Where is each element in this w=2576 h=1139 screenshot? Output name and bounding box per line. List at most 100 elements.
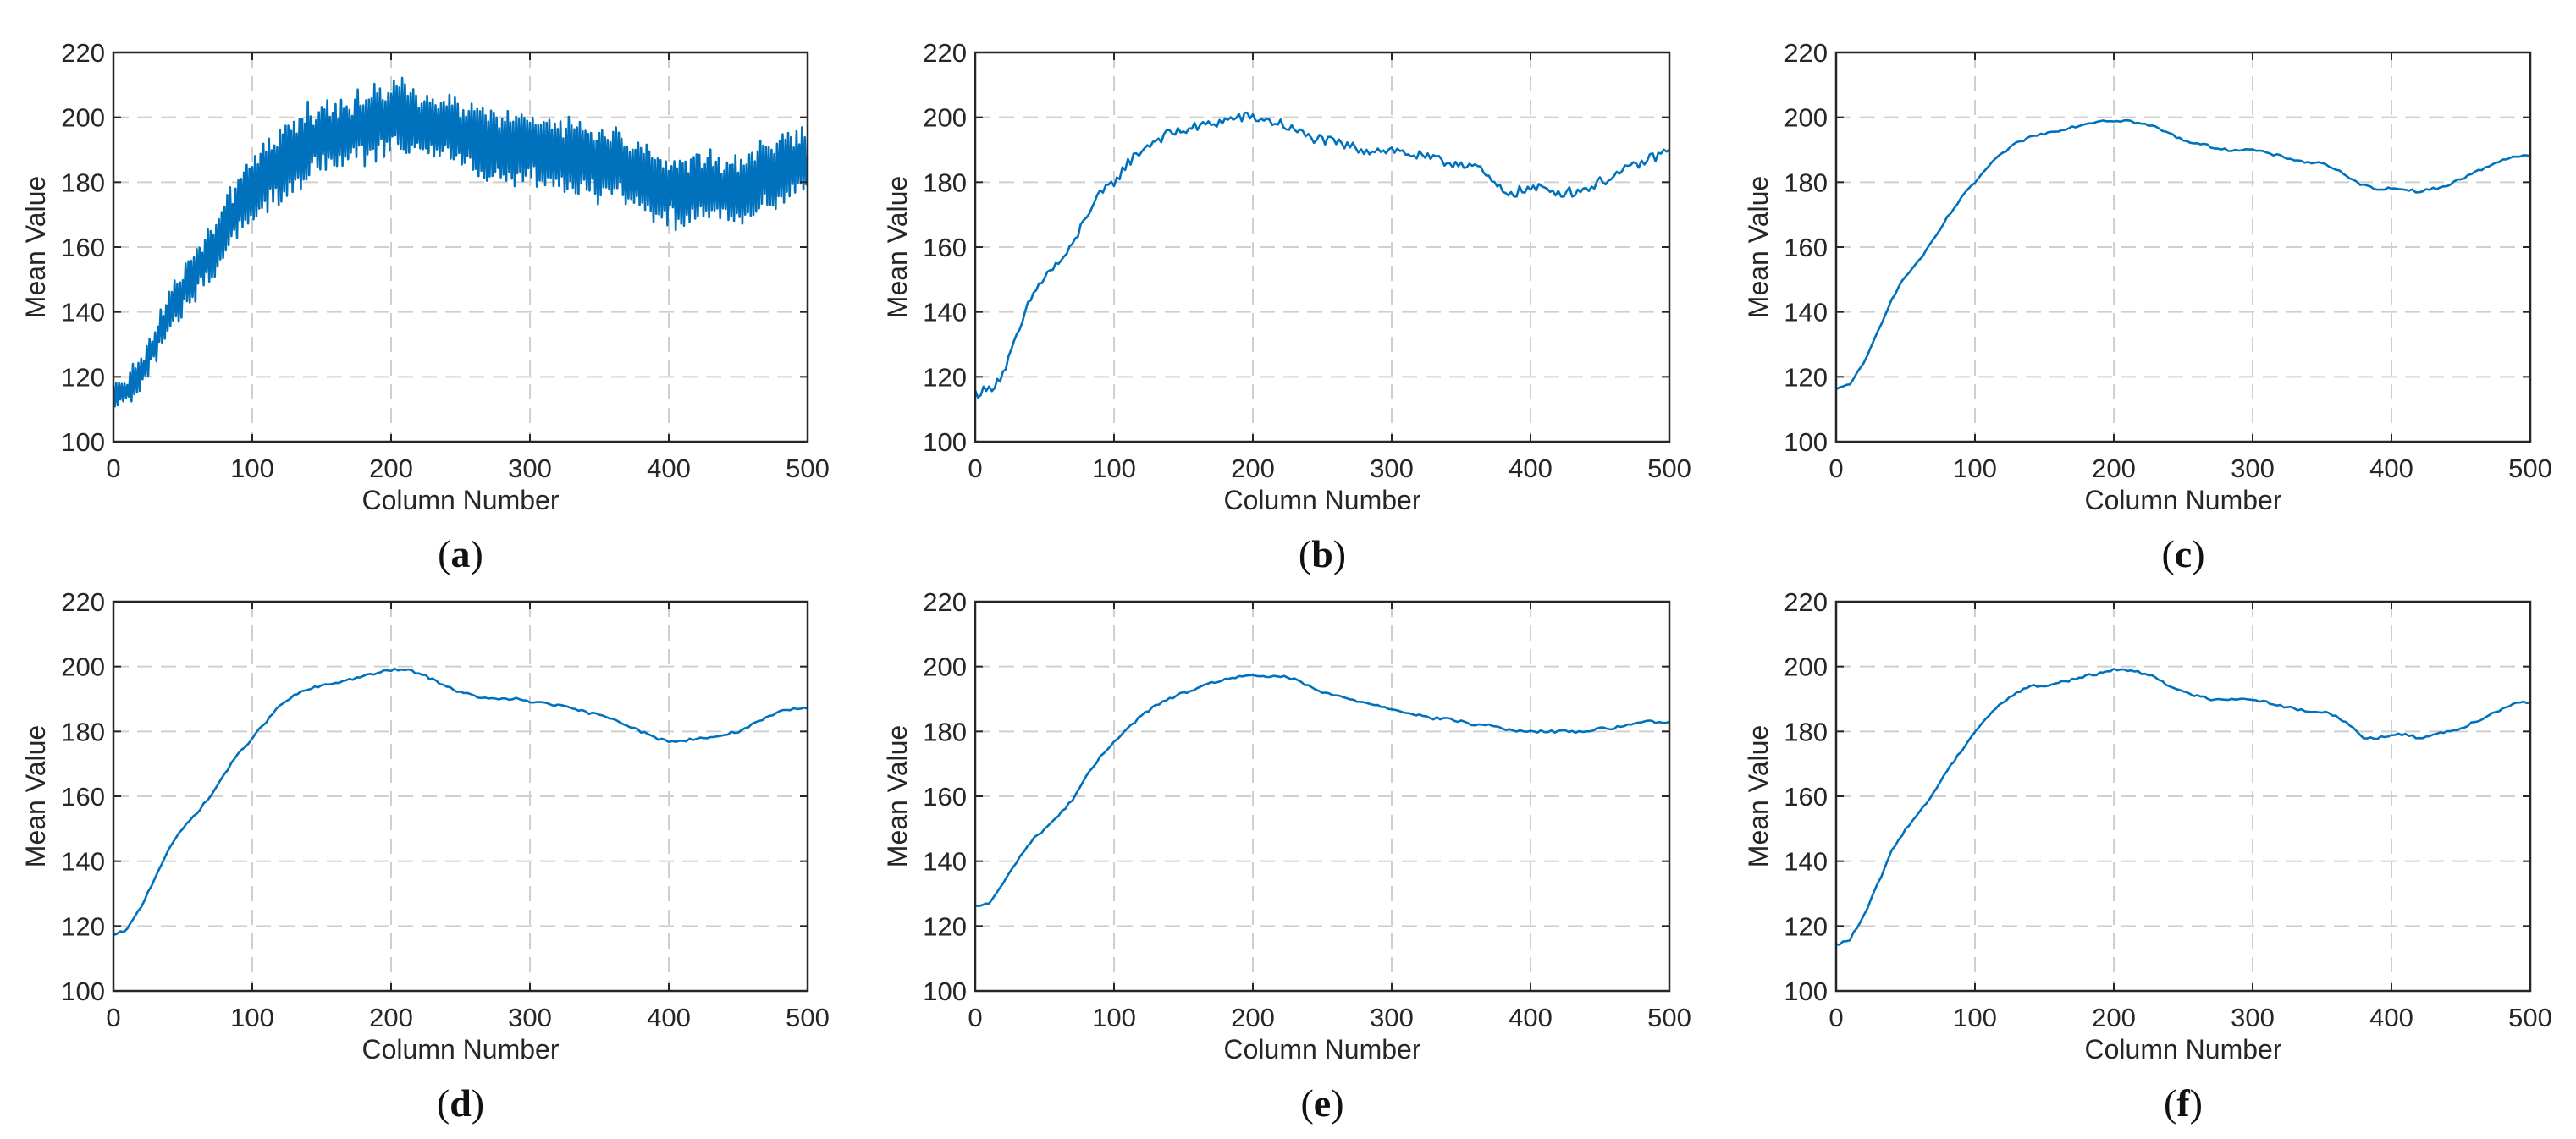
series-line	[974, 111, 1670, 399]
y-tick-label: 200	[923, 652, 967, 682]
chart-panel-e: 0 100 200 300 400 500100120140160180200220Col…	[882, 587, 1691, 1125]
x-tick-label: 300	[1370, 1003, 1414, 1032]
x-tick-label: 500	[786, 454, 830, 483]
y-tick-label: 120	[1784, 362, 1828, 392]
y-tick-label: 220	[61, 38, 105, 68]
x-tick-label: 400	[1509, 454, 1553, 483]
y-tick-label: 200	[61, 652, 105, 682]
x-tick-label: 100	[1953, 1003, 1997, 1032]
y-axis-label: Mean Value	[882, 725, 913, 867]
y-tick-label: 180	[1784, 168, 1828, 197]
x-tick-label: 500	[2508, 454, 2552, 483]
y-tick-label: 220	[923, 38, 967, 68]
y-tick-label: 180	[1784, 717, 1828, 746]
x-tick-label: 200	[1231, 454, 1275, 483]
x-tick-label: 300	[1370, 454, 1414, 483]
x-tick-label: 200	[369, 454, 413, 483]
x-tick-label: 500	[1647, 1003, 1691, 1032]
y-tick-label: 120	[1784, 911, 1828, 941]
x-axis-label: Column Number	[2085, 485, 2282, 515]
chart-panel-b: 0 100 200 300 400 500100120140160180200220Col…	[882, 38, 1691, 575]
x-tick-label: 200	[1231, 1003, 1275, 1032]
y-axis-label: Mean Value	[20, 176, 51, 318]
y-tick-label: 140	[61, 298, 105, 327]
x-tick-label: 100	[1092, 1003, 1136, 1032]
x-tick-label: 400	[647, 454, 691, 483]
chart-panel-c: 0 100 200 300 400 500100120140160180200220Col…	[1743, 38, 2552, 575]
y-axis-label: Mean Value	[882, 176, 913, 318]
panel-label: (c)	[2161, 532, 2204, 575]
y-tick-label: 140	[1784, 847, 1828, 877]
x-tick-label: 0	[106, 1003, 120, 1032]
y-tick-label: 100	[1784, 427, 1828, 457]
x-tick-label: 200	[2092, 454, 2136, 483]
y-tick-label: 160	[1784, 233, 1828, 262]
x-tick-label: 100	[230, 454, 274, 483]
x-tick-label: 400	[1509, 1003, 1553, 1032]
y-tick-label: 220	[923, 587, 967, 617]
x-axis-label: Column Number	[362, 1034, 560, 1065]
y-tick-label: 140	[61, 847, 105, 877]
y-tick-label: 120	[61, 362, 105, 392]
y-tick-label: 180	[61, 717, 105, 746]
x-tick-label: 0	[106, 454, 120, 483]
chart-panel-d: 0 100 200 300 400 500100120140160180200220Col…	[20, 587, 830, 1125]
x-tick-label: 100	[1092, 454, 1136, 483]
x-axis-label: Column Number	[2085, 1034, 2282, 1065]
chart-panel-f: 0 100 200 300 400 500100120140160180200220Col…	[1743, 587, 2552, 1125]
y-tick-label: 200	[1784, 652, 1828, 682]
y-tick-label: 200	[61, 103, 105, 133]
x-tick-label: 100	[1953, 454, 1997, 483]
y-tick-label: 200	[923, 103, 967, 133]
y-tick-label: 140	[1784, 298, 1828, 327]
panel-label: (e)	[1300, 1081, 1343, 1125]
y-tick-label: 160	[61, 233, 105, 262]
x-tick-label: 500	[1647, 454, 1691, 483]
y-axis-label: Mean Value	[1743, 176, 1773, 318]
series-line	[1835, 668, 2531, 946]
y-tick-label: 180	[923, 717, 967, 746]
x-tick-label: 0	[1829, 1003, 1843, 1032]
x-axis-label: Column Number	[1224, 1034, 1421, 1065]
y-tick-label: 160	[1784, 782, 1828, 812]
y-axis-label: Mean Value	[1743, 725, 1773, 867]
x-tick-label: 0	[968, 1003, 982, 1032]
x-axis-label: Column Number	[362, 485, 560, 515]
panel-label: (b)	[1299, 532, 1346, 575]
x-tick-label: 300	[2231, 454, 2275, 483]
x-tick-label: 400	[647, 1003, 691, 1032]
y-tick-label: 100	[61, 977, 105, 1006]
y-axis-label: Mean Value	[20, 725, 51, 867]
y-tick-label: 220	[1784, 587, 1828, 617]
y-tick-label: 140	[923, 298, 967, 327]
x-tick-label: 400	[2369, 454, 2413, 483]
panel-label: (f)	[2164, 1081, 2203, 1125]
y-tick-label: 120	[923, 911, 967, 941]
x-tick-label: 300	[2231, 1003, 2275, 1032]
y-tick-label: 100	[61, 427, 105, 457]
x-tick-label: 500	[786, 1003, 830, 1032]
panel-label: (d)	[437, 1081, 484, 1125]
y-tick-label: 160	[61, 782, 105, 812]
y-tick-label: 100	[1784, 977, 1828, 1006]
x-tick-label: 400	[2369, 1003, 2413, 1032]
chart-panel-a: 0 100 200 300 400 500100120140160180200220Col…	[20, 38, 830, 575]
series-line	[1835, 118, 2531, 390]
y-tick-label: 160	[923, 233, 967, 262]
y-tick-label: 100	[923, 977, 967, 1006]
series-line	[113, 667, 808, 937]
series-line	[112, 76, 809, 408]
x-axis-label: Column Number	[1224, 485, 1421, 515]
y-tick-label: 140	[923, 847, 967, 877]
x-tick-label: 0	[1829, 454, 1843, 483]
x-tick-label: 300	[508, 454, 552, 483]
x-tick-label: 100	[230, 1003, 274, 1032]
x-tick-label: 200	[2092, 1003, 2136, 1032]
y-tick-label: 180	[61, 168, 105, 197]
y-tick-label: 120	[61, 911, 105, 941]
panel-label: (a)	[438, 532, 483, 575]
y-tick-label: 220	[61, 587, 105, 617]
x-tick-label: 500	[2508, 1003, 2552, 1032]
x-tick-label: 200	[369, 1003, 413, 1032]
